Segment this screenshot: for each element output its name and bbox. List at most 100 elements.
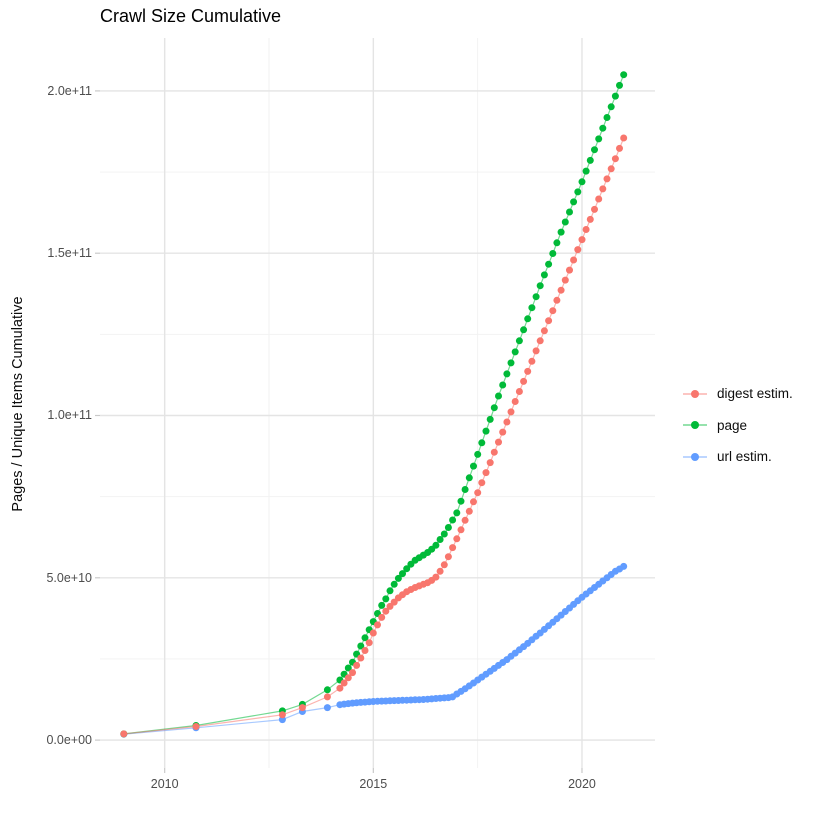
data-point bbox=[607, 165, 615, 173]
data-point bbox=[340, 679, 348, 687]
data-point bbox=[545, 260, 553, 268]
data-point bbox=[378, 601, 386, 609]
data-point bbox=[545, 317, 553, 325]
data-point bbox=[344, 664, 352, 672]
data-point bbox=[470, 498, 477, 506]
legend: digest estim. page url estim. bbox=[682, 378, 793, 473]
data-point bbox=[453, 509, 461, 517]
data-point bbox=[323, 686, 331, 694]
data-point bbox=[540, 327, 548, 335]
data-point bbox=[582, 226, 590, 233]
data-point bbox=[586, 156, 594, 164]
data-point bbox=[515, 337, 523, 345]
data-point bbox=[524, 315, 532, 323]
data-point bbox=[461, 516, 469, 524]
data-point bbox=[495, 438, 502, 446]
data-point bbox=[365, 639, 373, 647]
data-point bbox=[553, 296, 561, 304]
data-point bbox=[357, 654, 365, 662]
data-point bbox=[578, 236, 586, 244]
data-point bbox=[532, 347, 540, 355]
legend-item: page bbox=[682, 410, 793, 442]
data-point bbox=[278, 716, 286, 724]
data-point bbox=[561, 276, 569, 284]
data-point bbox=[553, 239, 561, 247]
data-point bbox=[536, 282, 544, 290]
data-point bbox=[486, 459, 494, 467]
data-point bbox=[474, 489, 482, 497]
data-point bbox=[394, 574, 402, 582]
data-point bbox=[595, 135, 603, 143]
data-point bbox=[323, 704, 331, 712]
data-point bbox=[399, 570, 406, 578]
data-point bbox=[461, 486, 469, 493]
data-point bbox=[595, 195, 603, 203]
data-point bbox=[528, 304, 536, 312]
data-point bbox=[378, 613, 386, 621]
data-point bbox=[578, 178, 586, 186]
data-point bbox=[457, 526, 465, 534]
data-point bbox=[336, 684, 344, 692]
data-point bbox=[549, 307, 557, 315]
data-point bbox=[561, 218, 569, 226]
data-point bbox=[444, 553, 452, 561]
data-point bbox=[457, 497, 465, 505]
data-point bbox=[298, 704, 306, 712]
data-point bbox=[432, 573, 440, 581]
data-point bbox=[616, 144, 623, 152]
legend-label: page bbox=[717, 417, 748, 433]
data-point bbox=[570, 256, 578, 264]
data-point bbox=[444, 524, 452, 531]
data-point bbox=[482, 469, 490, 477]
data-point bbox=[566, 208, 573, 216]
series-digest-estim bbox=[120, 134, 628, 738]
data-point bbox=[532, 293, 540, 301]
data-point bbox=[353, 661, 361, 669]
data-point bbox=[616, 81, 623, 89]
legend-label: url estim. bbox=[717, 449, 772, 465]
y-tick-label: 1.5e+11 bbox=[47, 246, 92, 261]
data-point bbox=[474, 450, 482, 458]
data-point bbox=[557, 286, 565, 294]
data-point bbox=[486, 415, 494, 423]
data-point bbox=[440, 561, 448, 569]
data-point bbox=[549, 250, 557, 257]
data-point bbox=[620, 562, 628, 570]
data-point bbox=[574, 188, 582, 196]
data-point bbox=[528, 357, 536, 365]
data-point bbox=[511, 398, 519, 405]
legend-key-icon bbox=[683, 452, 707, 461]
data-point bbox=[499, 428, 507, 436]
data-point bbox=[478, 479, 486, 487]
legend-key-dot bbox=[691, 452, 699, 461]
chart-title: Crawl Size Cumulative bbox=[100, 6, 282, 26]
data-point bbox=[490, 404, 498, 412]
y-tick-label: 5.0e+10 bbox=[46, 570, 92, 585]
data-point bbox=[449, 516, 457, 524]
legend-item: digest estim. bbox=[682, 378, 793, 410]
data-point bbox=[599, 124, 607, 132]
legend-key-dot bbox=[691, 389, 699, 398]
data-point bbox=[574, 246, 582, 254]
data-point bbox=[603, 175, 611, 183]
legend-item: url estim. bbox=[682, 441, 793, 473]
data-point bbox=[382, 607, 390, 615]
data-point bbox=[511, 348, 519, 356]
data-point bbox=[515, 388, 523, 395]
x-tick-label: 2010 bbox=[150, 777, 179, 791]
data-point bbox=[470, 462, 477, 470]
data-point bbox=[369, 629, 377, 637]
data-point bbox=[582, 167, 590, 175]
data-point bbox=[465, 474, 473, 482]
data-point bbox=[540, 271, 548, 279]
data-point bbox=[440, 530, 448, 538]
data-point bbox=[570, 198, 578, 206]
data-point bbox=[620, 71, 628, 79]
data-point bbox=[611, 155, 619, 163]
data-point bbox=[586, 215, 594, 223]
data-point bbox=[192, 723, 200, 730]
legend-label: digest estim. bbox=[717, 386, 793, 402]
data-point bbox=[524, 367, 532, 375]
data-point bbox=[591, 146, 598, 154]
